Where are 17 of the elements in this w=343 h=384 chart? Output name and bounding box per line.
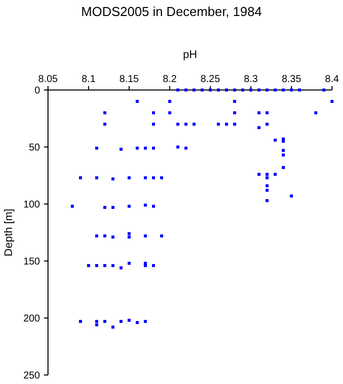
x-tick-label: 8.35 (282, 74, 302, 85)
y-tick-label: 50 (28, 142, 40, 154)
x-axis-title: pH (182, 49, 198, 61)
y-tick-label: 250 (23, 370, 40, 382)
chart-title: MODS2005 in December, 1984 (81, 4, 262, 19)
x-tick-label: 8.3 (244, 74, 258, 85)
x-tick-label: 8.25 (200, 74, 220, 85)
x-tick-label: 8.05 (38, 74, 58, 85)
x-tick-label: 8.15 (119, 74, 140, 85)
y-tick-label: 150 (23, 256, 40, 268)
y-tick-label: 100 (23, 200, 40, 210)
y-tick-label: 200 (23, 314, 40, 324)
x-tick-label: 8.1 (82, 74, 96, 85)
x-tick-label: 8.4 (325, 74, 340, 85)
y-tick-label: 0 (34, 86, 40, 96)
y-axis-title: Depth [m] (3, 208, 15, 256)
x-tick-label: 8.2 (162, 74, 178, 85)
